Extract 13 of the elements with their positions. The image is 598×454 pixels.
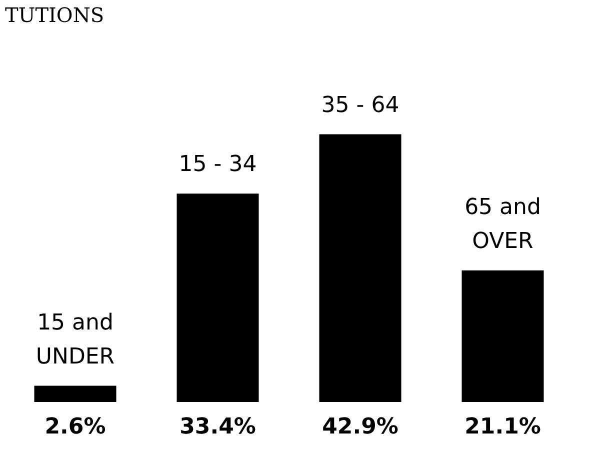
- x-tick-label: 65 and OVER: [464, 194, 541, 254]
- x-tick-label: 15 and UNDER: [36, 310, 115, 370]
- bar: [319, 134, 402, 402]
- chart-title: TUTIONS: [5, 3, 104, 27]
- data-label: 33.4%: [180, 414, 256, 440]
- x-tick-label: 35 - 64: [321, 92, 400, 118]
- bar: [34, 386, 116, 402]
- bar: [176, 194, 259, 402]
- data-label: 21.1%: [464, 414, 541, 440]
- x-tick-label: 15 - 34: [178, 152, 257, 178]
- data-label: 2.6%: [44, 414, 106, 440]
- bar: [462, 270, 544, 402]
- data-label: 42.9%: [322, 414, 398, 440]
